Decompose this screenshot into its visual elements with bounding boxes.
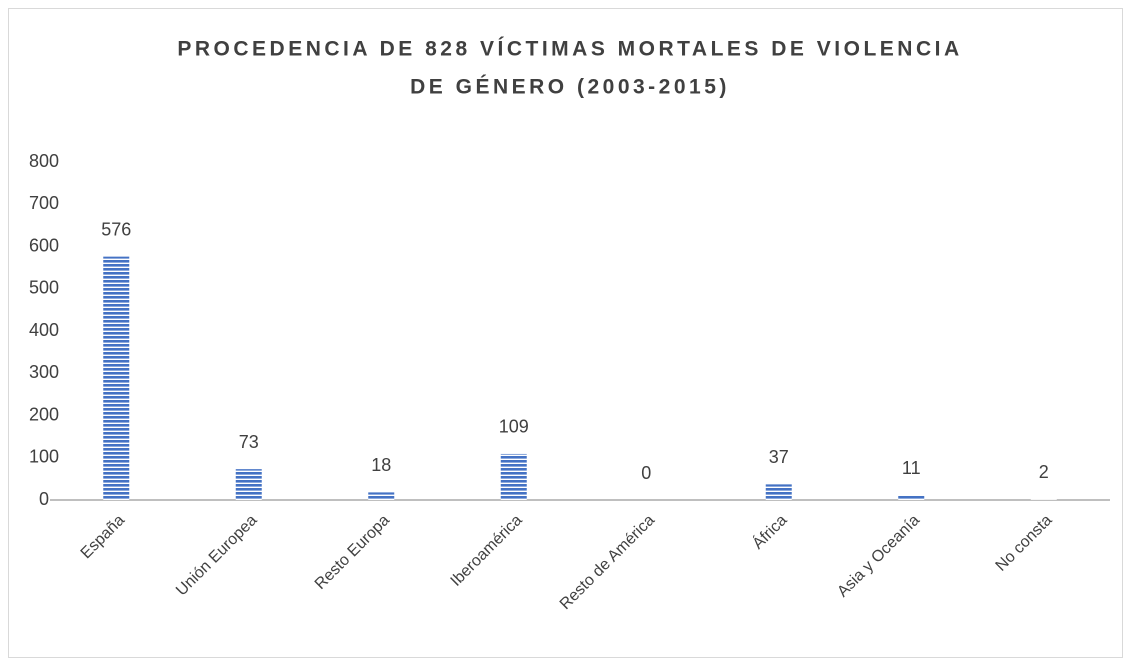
chart-title: PROCEDENCIA DE 828 VÍCTIMAS MORTALES DE … <box>177 38 962 61</box>
bar <box>368 492 395 500</box>
y-tick-label: 300 <box>29 362 59 382</box>
y-tick-label: 0 <box>39 489 49 509</box>
bar <box>765 484 792 500</box>
y-tick-label: 100 <box>29 447 59 467</box>
data-label: 73 <box>239 432 259 452</box>
y-tick-label: 200 <box>29 404 59 424</box>
bar <box>1030 499 1057 500</box>
data-label: 2 <box>1039 462 1049 482</box>
data-label: 18 <box>371 455 391 475</box>
y-tick-label: 500 <box>29 278 59 298</box>
data-label: 11 <box>902 458 921 478</box>
bar <box>898 495 925 500</box>
chart-title: DE GÉNERO (2003-2015) <box>410 76 730 99</box>
bar <box>235 469 262 500</box>
bar <box>103 256 130 500</box>
y-tick-label: 400 <box>29 320 59 340</box>
data-label: 0 <box>641 463 651 483</box>
y-tick-label: 600 <box>29 235 59 255</box>
data-label: 37 <box>769 447 789 467</box>
data-label: 576 <box>101 219 131 239</box>
y-tick-label: 800 <box>29 151 59 171</box>
bar <box>500 453 527 500</box>
chart-border <box>8 8 1123 658</box>
data-label: 109 <box>499 417 529 437</box>
y-tick-label: 700 <box>29 193 59 213</box>
